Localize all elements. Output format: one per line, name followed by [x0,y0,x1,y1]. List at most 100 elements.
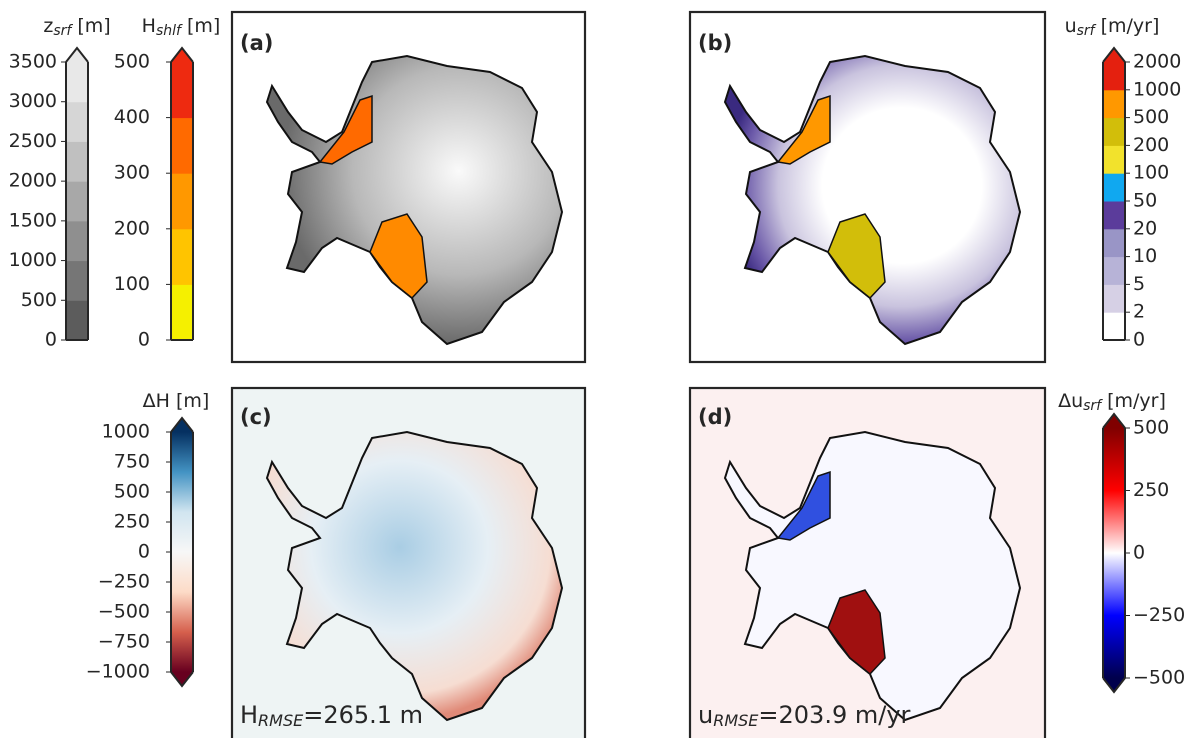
colorbar-bin [66,102,88,142]
tick-label: −250 [1133,604,1185,626]
colorbar-bin [171,173,193,229]
tick-label: 0 [1133,542,1145,564]
tick-label: −250 [98,571,150,593]
panel-d [690,388,1045,738]
tick-label: 0 [45,329,57,351]
map [725,56,1020,344]
colorbar-extend [1103,678,1125,692]
text-subscript: srf [1077,23,1097,39]
panel-c [232,388,585,738]
tick-label: 250 [1133,479,1169,501]
panel-b [690,12,1045,362]
tick-label: 2000 [1133,51,1181,73]
colorbar-title: zsrf[m] [43,15,110,40]
colorbar-extend [171,418,193,432]
tick-label: 10 [1133,245,1157,267]
colorbar-bin [66,261,88,301]
tick-label: 500 [114,51,150,73]
text-base: H [142,15,156,37]
colorbar-extend [171,48,193,62]
tick-label: −1000 [86,661,150,683]
tick-label: 500 [1133,106,1169,128]
text-base: H [240,701,258,729]
colorbar-bin [1103,201,1125,229]
colorbar-bin [171,229,193,285]
panel-a [232,12,585,362]
panel-label: (b) [698,31,732,55]
text-subscript: RMSE [713,711,759,730]
colorbar-title: ΔH [m] [143,390,210,412]
figure: (a)(b)(c)HRMSE=265.1 m(d)uRMSE=203.9 m/y… [0,0,1191,738]
tick-label: 50 [1133,190,1157,212]
tick-label: 250 [114,511,150,533]
tick-label: 300 [114,162,150,184]
colorbar-bin [1103,62,1125,90]
tick-label: −500 [1133,667,1185,689]
colorbar-bin [66,181,88,221]
text-subscript: srf [1083,398,1103,414]
tick-label: 100 [114,273,150,295]
text-unit: [m/yr] [1107,390,1166,412]
tick-label: 500 [21,289,57,311]
colorbar-extend [1103,48,1125,62]
colorbar-fill [171,432,193,672]
text-unit: [m/yr] [1101,15,1160,37]
colorbar-bin [66,221,88,261]
text-base: u [1065,15,1077,37]
text-subscript: srf [53,23,73,39]
tick-label: 3000 [9,90,57,112]
colorbar-bin [171,62,193,118]
tick-label: −500 [98,601,150,623]
colorbar: Δusrf[m/yr] −500 −250 0 250 500 [1058,390,1185,693]
tick-label: 1000 [102,421,150,443]
colorbar-extend [66,48,88,62]
tick-label: 500 [114,481,150,503]
colorbar-bin [1103,312,1125,340]
colorbar-bin [1103,284,1125,312]
text-base: ΔH [143,390,170,412]
colorbar-title: Δusrf[m/yr] [1058,390,1166,415]
tick-label: 750 [114,451,150,473]
colorbar-bin [1103,145,1125,173]
colorbar-bin [1103,229,1125,257]
tick-label: 0 [1133,329,1145,351]
tick-label: 20 [1133,217,1157,239]
colorbar-extend [171,672,193,686]
colorbar-title: Hshlf[m] [142,15,221,40]
colorbar: Hshlf[m] 0 100 200 300 400 500 [114,15,221,351]
colorbar-bin [1103,90,1125,118]
colorbar-title: usrf[m/yr] [1065,15,1160,40]
colorbar-bin [171,284,193,340]
panel-label: (c) [240,405,272,429]
text-base: u [698,701,713,729]
text-base: z [43,15,53,37]
tick-label: 5 [1133,273,1145,295]
text-unit: [m] [77,15,110,37]
tick-label: 3500 [9,51,57,73]
colorbar-bin [66,141,88,181]
tick-label: 500 [1133,417,1169,439]
text-subscript: shlf [156,23,183,39]
panel-label: (a) [240,31,273,55]
text-rest: =203.9 m/yr [758,701,910,729]
tick-label: 2 [1133,301,1145,323]
tick-label: 400 [114,106,150,128]
tick-label: 100 [1133,162,1169,184]
tick-label: 2500 [9,130,57,152]
colorbar-bin [171,118,193,174]
tick-label: 1000 [1133,78,1181,100]
colorbar-fill [1103,428,1125,678]
tick-label: 0 [138,329,150,351]
tick-label: 200 [114,217,150,239]
text-unit: [m] [176,390,209,412]
text-base: Δu [1058,390,1083,412]
panel-label: (d) [698,405,732,429]
tick-label: 1000 [9,249,57,271]
tick-label: −750 [98,631,150,653]
colorbar-bin [1103,173,1125,201]
map [267,56,562,344]
text-unit: [m] [187,15,220,37]
colorbar-bin [66,62,88,102]
